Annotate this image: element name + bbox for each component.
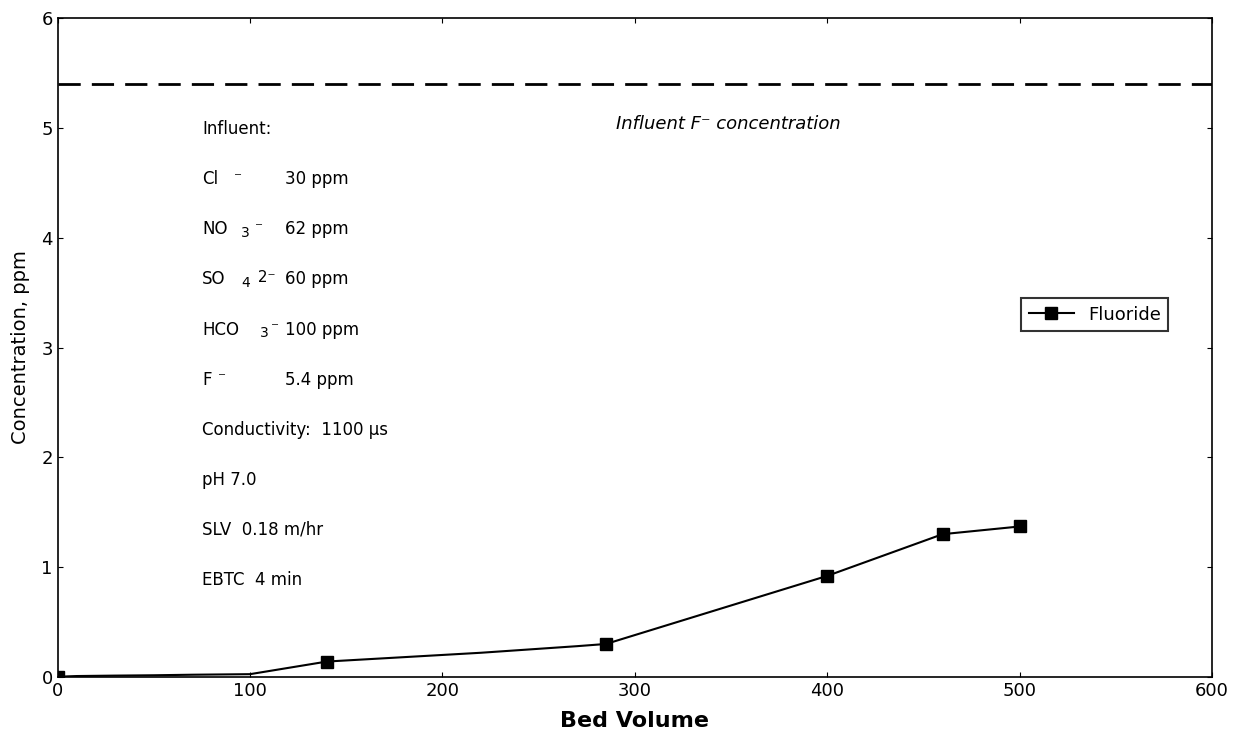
Text: 62 ppm: 62 ppm <box>285 220 348 238</box>
Text: 3: 3 <box>241 226 250 240</box>
Text: 30 ppm: 30 ppm <box>285 171 348 188</box>
Text: pH 7.0: pH 7.0 <box>202 470 257 489</box>
Text: Cl: Cl <box>202 171 218 188</box>
Text: NO: NO <box>202 220 227 238</box>
Text: Influent F⁻ concentration: Influent F⁻ concentration <box>615 115 841 133</box>
Text: ⁻: ⁻ <box>218 370 226 386</box>
Text: HCO: HCO <box>202 321 239 338</box>
Text: ⁻: ⁻ <box>255 220 263 235</box>
Text: ⁻: ⁻ <box>272 321 279 335</box>
Text: 60 ppm: 60 ppm <box>285 270 348 289</box>
Legend: Fluoride: Fluoride <box>1022 298 1168 331</box>
Text: 5.4 ppm: 5.4 ppm <box>285 370 353 389</box>
Y-axis label: Concentration, ppm: Concentration, ppm <box>11 251 30 444</box>
Text: EBTC  4 min: EBTC 4 min <box>202 571 303 589</box>
Text: SO: SO <box>202 270 226 289</box>
Text: Influent:: Influent: <box>202 120 272 138</box>
Text: SLV  0.18 m/hr: SLV 0.18 m/hr <box>202 521 322 539</box>
Text: 100 ppm: 100 ppm <box>285 321 360 338</box>
Text: 2⁻: 2⁻ <box>253 270 275 286</box>
Text: F: F <box>202 370 211 389</box>
Text: Conductivity:  1100 μs: Conductivity: 1100 μs <box>202 421 388 439</box>
Text: 3: 3 <box>259 326 268 340</box>
X-axis label: Bed Volume: Bed Volume <box>560 711 709 731</box>
Text: 4: 4 <box>241 276 250 290</box>
Text: ⁻: ⁻ <box>234 171 242 186</box>
